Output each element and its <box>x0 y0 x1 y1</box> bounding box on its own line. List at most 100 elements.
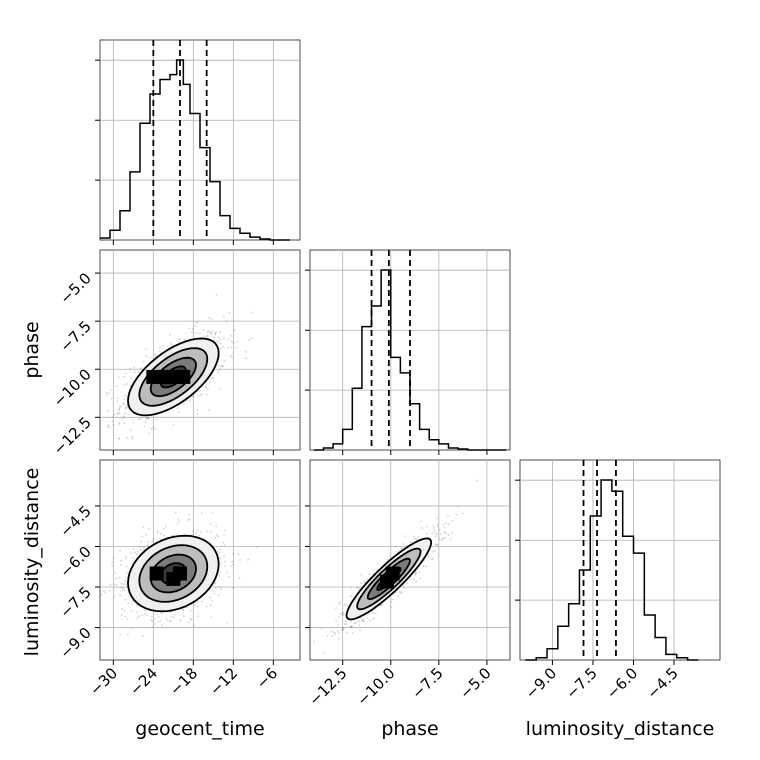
scatter-point <box>185 606 188 609</box>
scatter-point <box>219 338 222 341</box>
scatter-point <box>206 331 209 334</box>
scatter-point <box>201 600 203 603</box>
scatter-point <box>338 615 340 618</box>
scatter-point <box>399 591 401 594</box>
scatter-point <box>411 578 413 581</box>
scatter-point <box>186 400 188 402</box>
scatter-point <box>214 331 217 334</box>
scatter-point <box>225 571 228 574</box>
scatter-point <box>434 535 437 537</box>
scatter-point <box>414 538 416 540</box>
scatter-point <box>146 417 148 419</box>
scatter-point <box>368 613 370 616</box>
y-tick-label: −5.0 <box>56 269 94 307</box>
scatter-point <box>338 601 341 604</box>
scatter-point <box>176 522 179 525</box>
scatter-point <box>133 371 136 374</box>
y-tick-label: −4.5 <box>56 502 94 540</box>
scatter-point <box>133 548 135 550</box>
scatter-point <box>191 396 194 399</box>
scatter-point <box>205 605 208 608</box>
scatter-point <box>205 393 208 396</box>
scatter-point <box>457 506 460 508</box>
scatter-point <box>433 529 436 532</box>
scatter-point <box>151 540 154 543</box>
scatter-point <box>361 619 364 622</box>
scatter-point <box>130 429 132 432</box>
scatter-point <box>141 367 143 370</box>
scatter-point <box>124 615 127 618</box>
y-tick-label: −6.0 <box>56 543 94 581</box>
scatter-point <box>223 359 226 362</box>
scatter-point <box>439 538 441 540</box>
scatter-point <box>350 620 353 623</box>
scatter-point <box>111 420 114 423</box>
scatter-point <box>166 619 169 622</box>
scatter-point <box>222 365 224 368</box>
scatter-point <box>159 620 162 623</box>
scatter-point <box>137 371 140 373</box>
x-tick-label: −7.5 <box>562 664 600 702</box>
panel-hist-geocent-time <box>95 39 301 245</box>
scatter-point <box>163 534 166 537</box>
scatter-point <box>222 346 225 349</box>
scatter-point <box>217 364 220 367</box>
scatter-point <box>137 550 139 553</box>
scatter-point <box>124 408 127 410</box>
scatter-point <box>135 611 138 613</box>
scatter-point <box>426 532 429 535</box>
scatter-point <box>322 651 325 654</box>
scatter-point <box>188 518 191 521</box>
scatter-point <box>138 615 140 618</box>
scatter-point <box>395 545 397 548</box>
contour-line <box>366 557 411 601</box>
scatter-point <box>165 617 168 620</box>
scatter-point <box>359 629 361 632</box>
scatter-point <box>238 577 241 580</box>
scatter-point <box>431 558 434 560</box>
scatter-point <box>155 355 158 357</box>
scatter-point <box>111 561 113 564</box>
scatter-point <box>209 530 212 533</box>
y-tick-label: −10.0 <box>50 365 95 410</box>
contour-line <box>149 356 197 398</box>
x-tick-label: −10.0 <box>353 664 398 709</box>
scatter-point <box>106 409 109 412</box>
scatter-point <box>167 346 169 349</box>
scatter-point <box>236 340 239 343</box>
scatter-point <box>414 573 417 575</box>
scatter-point <box>245 357 248 360</box>
scatter-point <box>399 590 401 593</box>
x-tick-label: −12.5 <box>305 664 350 709</box>
scatter-point <box>195 332 198 335</box>
contour-line <box>159 562 187 585</box>
scatter-point <box>412 535 415 538</box>
scatter-point <box>143 546 146 549</box>
scatter-point <box>130 377 133 380</box>
scatter-point <box>237 553 240 556</box>
scatter-point <box>103 591 106 594</box>
scatter-point <box>217 336 220 338</box>
scatter-point <box>193 624 195 627</box>
scatter-point <box>434 543 437 546</box>
scatter-point <box>214 333 216 336</box>
scatter-point <box>231 560 233 563</box>
scatter-point <box>211 588 214 591</box>
scatter-point <box>117 376 120 378</box>
scatter-point <box>152 426 155 429</box>
scatter-point <box>219 557 222 560</box>
scatter-point <box>138 417 141 420</box>
scatter-point <box>232 552 235 555</box>
scatter-point <box>344 620 347 623</box>
scatter-point <box>140 416 143 419</box>
scatter-point <box>159 350 161 353</box>
scatter-point <box>125 557 128 560</box>
scatter-point <box>199 332 201 334</box>
scatter-point <box>217 535 219 538</box>
scatter-point <box>422 565 425 568</box>
scatter-point <box>341 612 344 615</box>
scatter-point <box>169 333 172 336</box>
scatter-point <box>127 413 130 416</box>
scatter-point <box>172 423 175 426</box>
